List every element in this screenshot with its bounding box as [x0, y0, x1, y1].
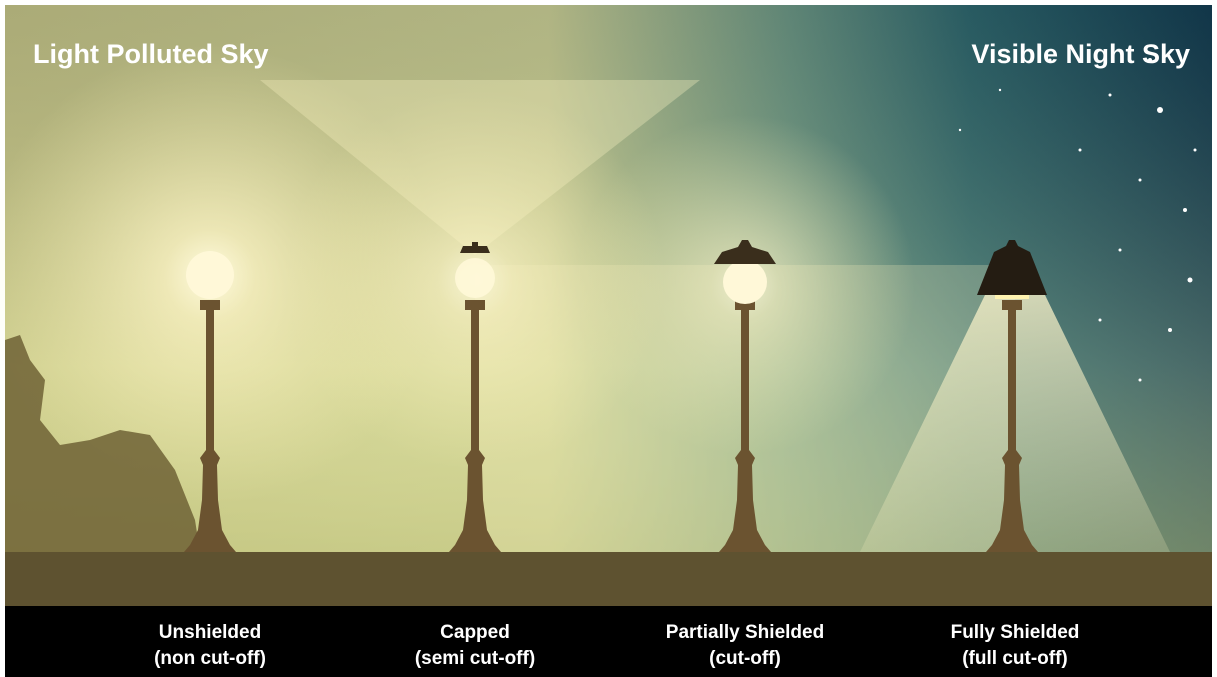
lamp-detail: (cut-off)	[709, 648, 781, 669]
lens	[995, 295, 1029, 299]
lamp-detail: (semi cut-off)	[415, 648, 535, 669]
right-heading: Visible Night Sky	[971, 39, 1190, 69]
bulb	[186, 251, 234, 299]
lamp-name: Fully Shielded	[951, 622, 1080, 643]
bulb	[723, 260, 767, 304]
lamp-name: Unshielded	[159, 622, 261, 643]
illustration: Light Polluted Sky Visible Night Sky Uns…	[0, 0, 1217, 677]
ground	[5, 552, 1212, 606]
lamp-detail: (non cut-off)	[154, 648, 266, 669]
lamp-detail: (full cut-off)	[962, 648, 1068, 669]
bulb	[455, 258, 495, 298]
lamp-name: Partially Shielded	[666, 622, 824, 643]
left-heading: Light Polluted Sky	[33, 39, 269, 69]
lamp-name: Capped	[440, 622, 510, 643]
